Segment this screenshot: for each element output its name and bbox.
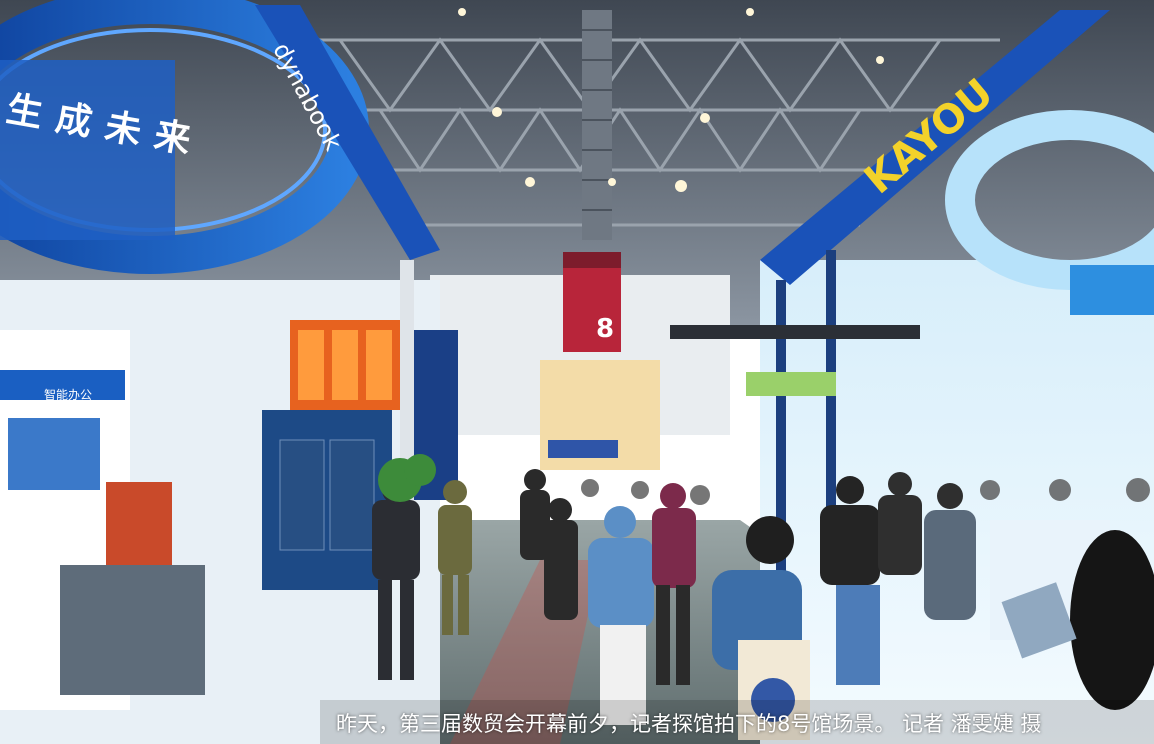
catwalk — [582, 10, 612, 240]
hall-banner-number: 8 — [596, 314, 615, 344]
left-led-panel — [0, 60, 175, 240]
photo-caption: 昨天，第三届数贸会开幕前夕，记者探馆拍下的8号馆场景。 记者 潘雯婕 摄 — [336, 712, 1042, 736]
right-light-rig — [670, 325, 920, 339]
crowd — [372, 454, 1154, 740]
tote-bag-logo — [751, 678, 795, 722]
phone-tablet — [1001, 582, 1077, 659]
right-blue-header — [1070, 265, 1154, 315]
left-panel-header — [0, 370, 125, 400]
left-screen — [8, 418, 100, 490]
left-panel-text: 智能办公 — [44, 388, 93, 402]
right-post-2 — [826, 250, 836, 580]
display-monitor — [106, 482, 172, 566]
green-booth-sign — [746, 372, 836, 396]
kayou-beam — [760, 10, 1110, 285]
far-booth-sign — [548, 440, 618, 458]
caption-backdrop — [320, 700, 1154, 744]
cabinet-door-left — [279, 439, 325, 551]
display-pedestal — [60, 565, 205, 695]
person-white-pants — [600, 625, 646, 725]
right-post-1 — [776, 280, 786, 580]
orange-led-columns — [298, 330, 392, 400]
person-jeans — [836, 585, 880, 685]
hall-banner-top — [563, 252, 621, 268]
cabinet-door-right — [329, 439, 375, 551]
catwalk-rungs — [582, 29, 612, 211]
ceiling-lights — [458, 8, 884, 192]
ceiling-trusses — [300, 37, 1000, 227]
dynabook-beam — [255, 5, 440, 260]
hall-banner — [563, 252, 621, 352]
white-pole — [400, 260, 414, 510]
